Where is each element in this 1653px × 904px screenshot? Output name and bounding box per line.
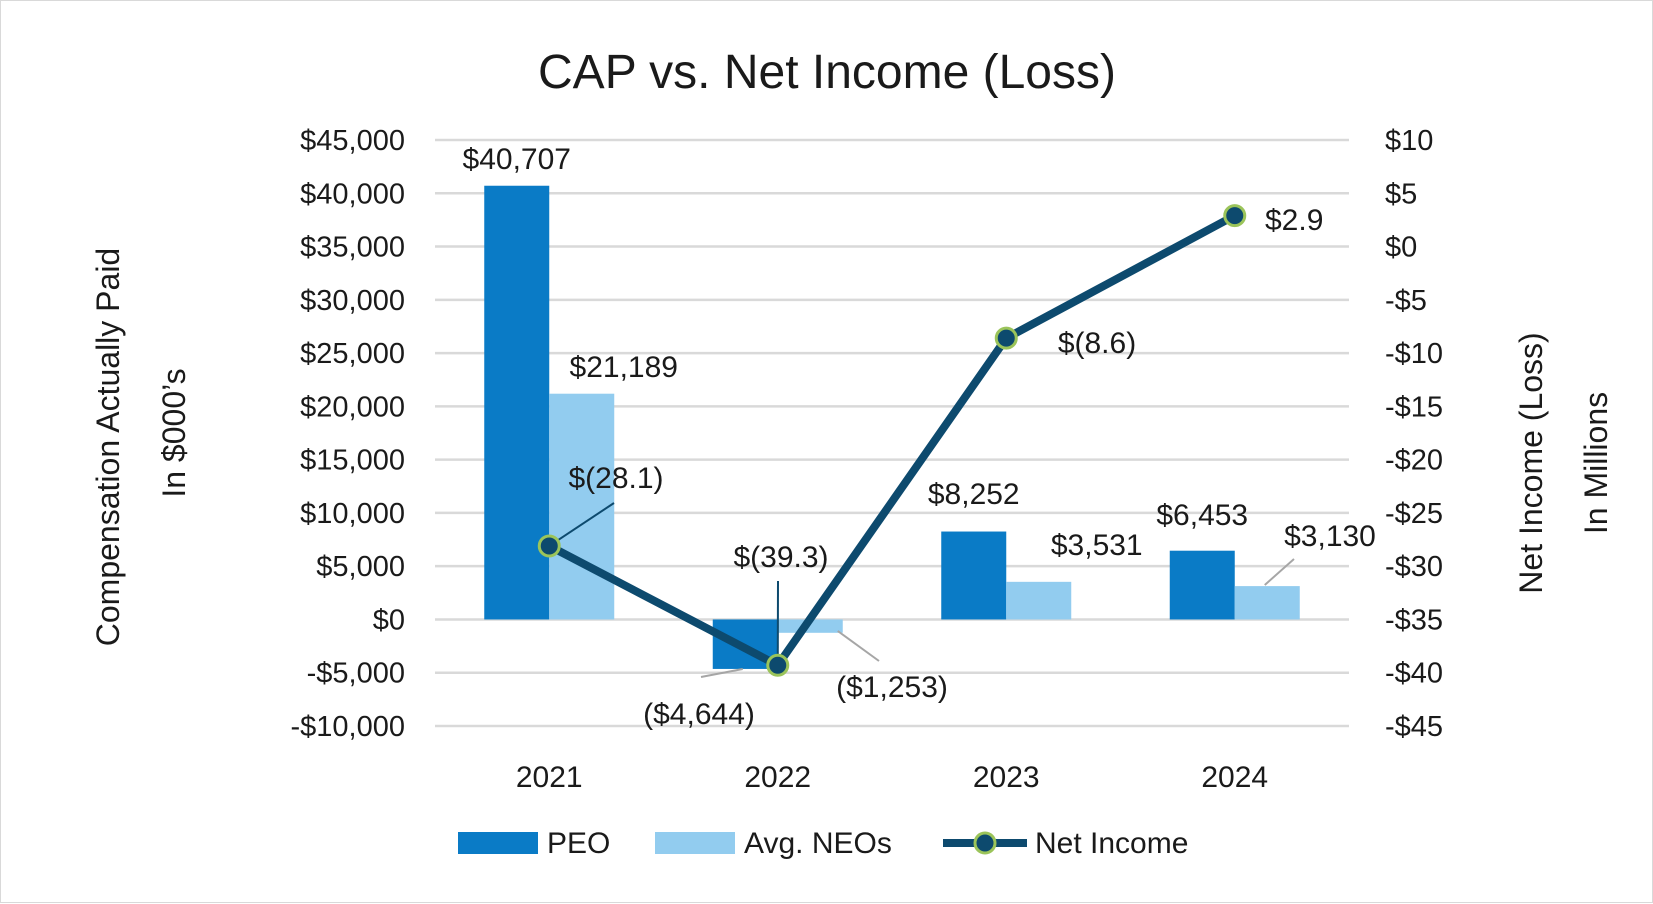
data-label-neos-2024: $3,130 [1284, 520, 1376, 553]
point-net-income-2024 [1225, 206, 1245, 226]
bar-avg-neos-2023 [1006, 582, 1071, 620]
y-tick-label: -$5,000 [307, 658, 405, 690]
point-net-income-2021 [539, 536, 559, 556]
y-tick-label: $20,000 [300, 391, 405, 423]
y2-tick-label: $10 [1385, 125, 1433, 157]
y2-tick-label: $0 [1385, 232, 1417, 264]
legend-label-peo: PEO [547, 827, 610, 860]
bar-peo-2024 [1170, 551, 1235, 620]
y2-tick-label: -$40 [1385, 658, 1443, 690]
left-axis-title: Compensation Actually Paid [90, 248, 126, 646]
y2-tick-label: -$10 [1385, 338, 1443, 370]
y-tick-label: $45,000 [300, 125, 405, 157]
point-net-income-2022 [768, 655, 788, 675]
net-income-line [539, 206, 1245, 676]
y-tick-label: $30,000 [300, 285, 405, 317]
point-net-income-2023 [996, 328, 1016, 348]
left-axis-ticks: $45,000 $40,000 $35,000 $30,000 $25,000 $20,0… [291, 125, 406, 743]
y2-tick-label: -$5 [1385, 285, 1427, 317]
right-axis-subtitle: In Millions [1578, 392, 1614, 534]
legend-swatch-peo [458, 832, 538, 854]
chart-title: CAP vs. Net Income (Loss) [538, 46, 1116, 99]
y-tick-label: $10,000 [300, 498, 405, 530]
y2-tick-label: -$45 [1385, 711, 1443, 743]
y-tick-label: $0 [373, 604, 405, 636]
data-label-peo-2024: $6,453 [1156, 499, 1248, 532]
category-axis: 2021 2022 2023 2024 [516, 761, 1268, 794]
left-axis-subtitle: In $000’s [156, 368, 192, 497]
leader-neos-2024 [1265, 559, 1294, 585]
data-label-neos-2023: $3,531 [1051, 529, 1143, 562]
right-axis-ticks: $10 $5 $0 -$5 -$10 -$15 -$20 -$25 -$30 -$35 -$40 -$… [1385, 125, 1443, 743]
bar-peo-2023 [941, 532, 1006, 620]
bar-avg-neos-2024 [1235, 586, 1300, 619]
bar-avg-neos-2021 [549, 394, 614, 620]
y-tick-label: $40,000 [300, 178, 405, 210]
data-label-net-income-2024: $2.9 [1265, 204, 1323, 237]
data-label-net-income-2023: $(8.6) [1058, 327, 1136, 360]
x-tick-label: 2022 [744, 761, 811, 794]
data-label-net-income-2022: $(39.3) [733, 541, 828, 574]
x-tick-label: 2023 [973, 761, 1040, 794]
legend-label-avg-neos: Avg. NEOs [744, 827, 892, 860]
bar-peo-2021 [484, 186, 549, 620]
x-tick-label: 2024 [1201, 761, 1268, 794]
y-tick-label: $15,000 [300, 445, 405, 477]
y2-tick-label: -$20 [1385, 445, 1443, 477]
y-tick-label: $25,000 [300, 338, 405, 370]
y2-tick-label: -$35 [1385, 604, 1443, 636]
y2-tick-label: -$25 [1385, 498, 1443, 530]
data-label-peo-2022: ($4,644) [643, 698, 755, 731]
data-label-peo-2023: $8,252 [928, 478, 1020, 511]
data-label-neos-2021: $21,189 [570, 351, 678, 384]
right-axis-title: Net Income (Loss) [1513, 332, 1549, 593]
line-net-income [549, 216, 1235, 666]
y2-tick-label: $5 [1385, 178, 1417, 210]
data-label-net-income-2021: $(28.1) [568, 462, 663, 495]
legend-swatch-avg-neos [655, 832, 735, 854]
legend-marker-net-income [975, 833, 995, 853]
bar-marks [484, 186, 1300, 669]
leader-neos-2022 [838, 631, 879, 661]
y-tick-label: -$10,000 [291, 711, 406, 743]
data-label-peo-2021: $40,707 [463, 143, 571, 176]
legend: PEO Avg. NEOs Net Income [458, 827, 1188, 860]
y-tick-label: $35,000 [300, 232, 405, 264]
y2-tick-label: -$15 [1385, 391, 1443, 423]
data-label-neos-2022: ($1,253) [836, 671, 948, 704]
x-tick-label: 2021 [516, 761, 583, 794]
y-tick-label: $5,000 [316, 551, 405, 583]
legend-label-net-income: Net Income [1035, 827, 1188, 860]
y2-tick-label: -$30 [1385, 551, 1443, 583]
